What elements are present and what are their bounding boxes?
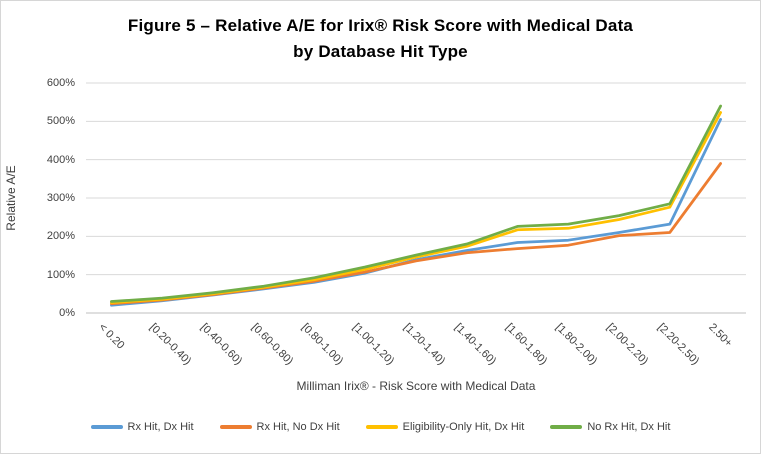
legend-line-marker bbox=[219, 425, 252, 429]
y-axis-tick-label: 200% bbox=[46, 230, 75, 243]
y-axis-tick-label: 500% bbox=[46, 115, 75, 128]
series-line bbox=[110, 111, 722, 304]
legend-item: Rx Hit, Dx Hit bbox=[90, 421, 194, 433]
y-axis-tick-label: 100% bbox=[46, 268, 75, 281]
legend-line-marker bbox=[365, 425, 398, 429]
series-line bbox=[110, 162, 722, 306]
legend: Rx Hit, Dx Hit Rx Hit, No Dx Hit Eligibili… bbox=[1, 421, 760, 433]
y-axis-title-text: Relative A/E bbox=[4, 165, 18, 231]
x-axis-title: Milliman Irix® - Risk Score with Medical… bbox=[296, 379, 536, 393]
chart-title-line1: Figure 5 – Relative A/E for Irix® Risk S… bbox=[127, 16, 634, 35]
legend-label: Eligibility-Only Hit, Dx Hit bbox=[402, 421, 525, 433]
legend-item: Rx Hit, No Dx Hit bbox=[219, 421, 340, 433]
legend-line-marker bbox=[550, 425, 583, 429]
legend-label: Rx Hit, Dx Hit bbox=[127, 421, 194, 433]
legend-label: Rx Hit, No Dx Hit bbox=[256, 421, 340, 433]
chart-title: Figure 5 – Relative A/E for Irix® Risk S… bbox=[1, 13, 760, 65]
series-line bbox=[110, 104, 722, 303]
plot-area bbox=[86, 82, 746, 314]
y-axis-tick-label: 400% bbox=[46, 153, 75, 166]
y-axis-tick-label: 300% bbox=[46, 192, 75, 204]
legend-line-marker bbox=[90, 425, 123, 429]
legend-item: No Rx Hit, Dx Hit bbox=[550, 421, 670, 433]
legend-item: Eligibility-Only Hit, Dx Hit bbox=[365, 421, 525, 433]
y-axis-tick-label: 600% bbox=[46, 77, 75, 89]
legend-label: No Rx Hit, Dx Hit bbox=[587, 421, 671, 433]
y-axis-tick-label: 0% bbox=[59, 307, 75, 319]
chart-title-line2: by Database Hit Type bbox=[293, 42, 468, 61]
